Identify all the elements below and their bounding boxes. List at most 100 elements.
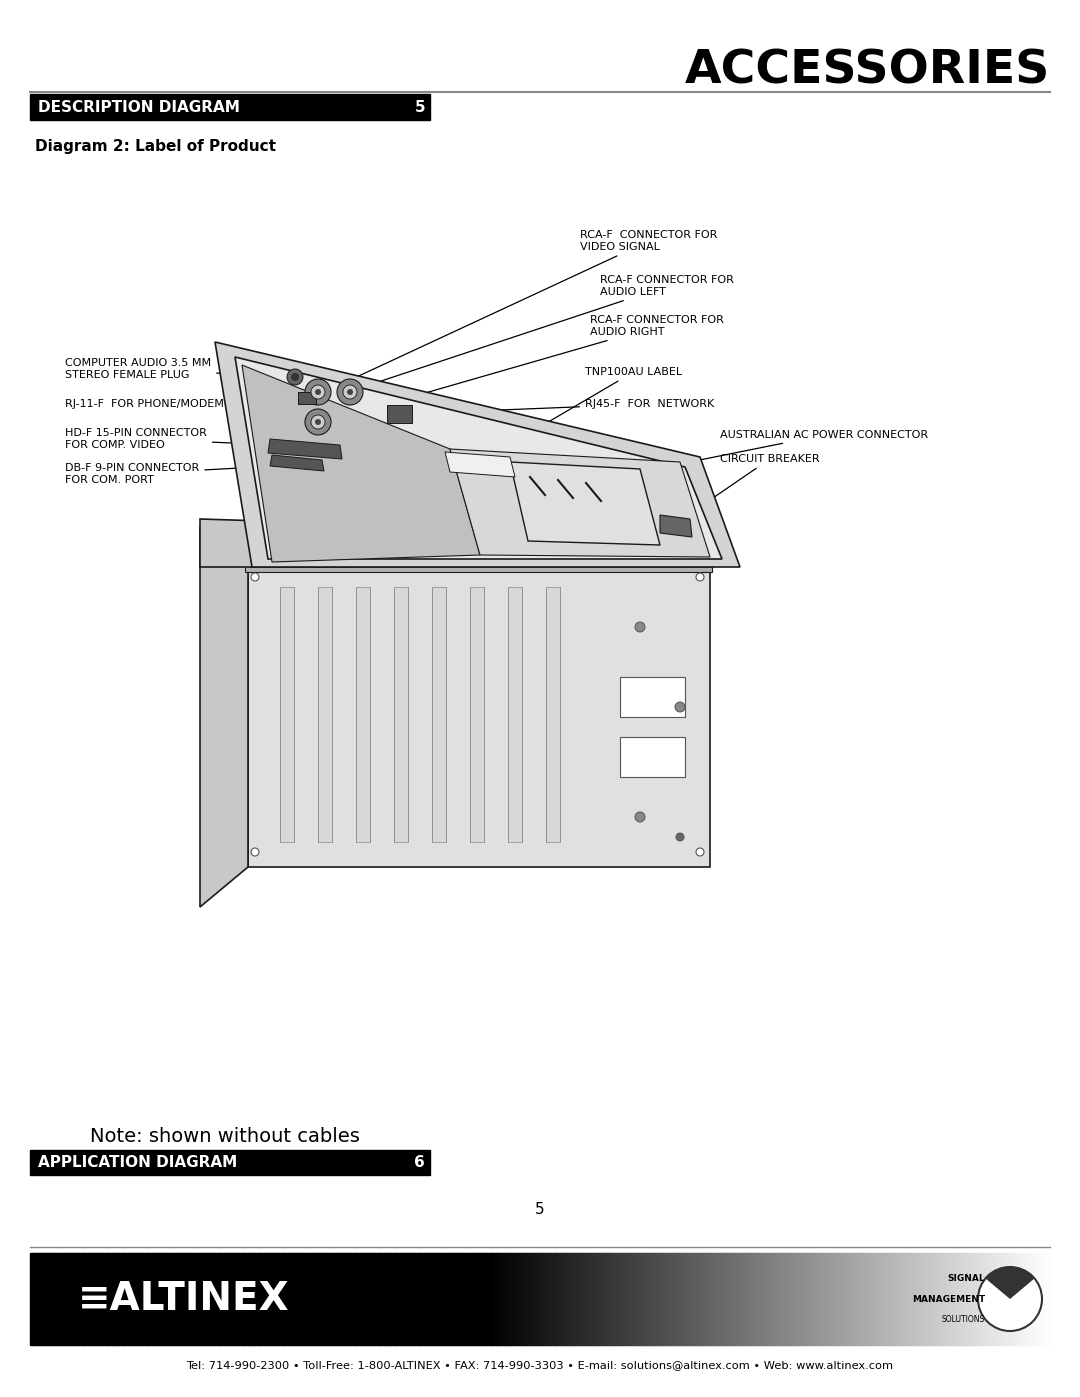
Bar	[432, 587, 446, 842]
Bar	[81, 1253, 85, 1345]
Bar	[315, 1253, 320, 1345]
Bar	[67, 1253, 71, 1345]
Bar	[132, 1253, 136, 1345]
Bar	[591, 1253, 595, 1345]
Bar	[224, 1253, 228, 1345]
Text: Tel: 714-990-2300 • Toll-Free: 1-800-ALTINEX • FAX: 714-990-3303 • E-mail: solut: Tel: 714-990-2300 • Toll-Free: 1-800-ALT…	[187, 1361, 893, 1370]
Circle shape	[696, 573, 704, 581]
Bar	[60, 1253, 65, 1345]
Bar	[231, 1253, 235, 1345]
Bar	[91, 1253, 96, 1345]
Circle shape	[337, 379, 363, 405]
Text: RJ45-F  FOR  NETWORK: RJ45-F FOR NETWORK	[403, 400, 714, 414]
Bar	[470, 587, 484, 842]
Bar	[972, 1253, 976, 1345]
Bar	[206, 1253, 212, 1345]
Bar	[822, 1253, 826, 1345]
Bar	[966, 1253, 970, 1345]
Bar	[51, 1253, 55, 1345]
Bar	[442, 1253, 446, 1345]
Bar	[615, 1253, 619, 1345]
Bar	[642, 1253, 647, 1345]
Bar	[135, 1253, 139, 1345]
Polygon shape	[445, 453, 515, 476]
Bar	[241, 1253, 245, 1345]
Bar	[95, 1253, 99, 1345]
Bar	[318, 587, 332, 842]
Bar	[125, 1253, 130, 1345]
Bar	[904, 1253, 908, 1345]
Bar	[710, 1253, 714, 1345]
Bar	[469, 1253, 473, 1345]
Bar	[496, 1253, 500, 1345]
Bar	[33, 1253, 38, 1345]
Bar	[999, 1253, 1003, 1345]
Bar	[211, 1253, 215, 1345]
Circle shape	[635, 622, 645, 631]
Bar	[937, 1253, 942, 1345]
Circle shape	[343, 386, 357, 400]
Text: ≡ALTINEX: ≡ALTINEX	[78, 1280, 289, 1317]
Bar	[502, 1253, 507, 1345]
Bar	[363, 1253, 367, 1345]
Bar	[170, 1253, 174, 1345]
Bar	[975, 1253, 980, 1345]
Bar	[570, 1253, 575, 1345]
Bar	[550, 1253, 555, 1345]
Bar	[720, 1253, 725, 1345]
Bar	[598, 1253, 603, 1345]
Polygon shape	[270, 455, 324, 471]
Bar	[697, 1253, 701, 1345]
Bar	[662, 1253, 666, 1345]
Bar	[105, 1253, 109, 1345]
Bar	[1009, 1253, 1014, 1345]
Bar	[958, 1253, 962, 1345]
Bar	[78, 1253, 82, 1345]
Polygon shape	[245, 562, 712, 571]
Circle shape	[311, 386, 325, 400]
Bar	[724, 1253, 728, 1345]
Bar	[989, 1253, 994, 1345]
Bar	[374, 1253, 378, 1345]
Bar	[71, 1253, 76, 1345]
Bar	[410, 1253, 415, 1345]
Bar	[482, 1253, 487, 1345]
Bar	[510, 1253, 514, 1345]
Bar	[546, 587, 561, 842]
Bar	[874, 1253, 878, 1345]
Bar	[339, 1253, 343, 1345]
Bar	[342, 1253, 347, 1345]
Bar	[102, 1253, 106, 1345]
Bar	[785, 1253, 789, 1345]
Text: Diagram 2: Label of Product: Diagram 2: Label of Product	[35, 138, 276, 154]
Bar	[978, 1253, 983, 1345]
Bar	[561, 1253, 565, 1345]
Bar	[741, 1253, 745, 1345]
Bar	[1043, 1253, 1048, 1345]
Bar	[163, 1253, 167, 1345]
Bar	[629, 1253, 633, 1345]
Bar	[265, 1253, 269, 1345]
Bar	[649, 1253, 653, 1345]
Bar	[458, 1253, 463, 1345]
Bar	[768, 1253, 772, 1345]
Bar	[247, 1253, 252, 1345]
Bar	[907, 1253, 912, 1345]
Bar	[945, 1253, 949, 1345]
Bar	[856, 1253, 861, 1345]
Bar	[84, 1253, 89, 1345]
Bar	[1020, 1253, 1024, 1345]
Bar	[261, 1253, 266, 1345]
Bar	[646, 1253, 650, 1345]
Circle shape	[635, 812, 645, 821]
Circle shape	[311, 415, 325, 429]
Bar	[431, 1253, 435, 1345]
Circle shape	[696, 848, 704, 856]
Bar	[788, 1253, 793, 1345]
Bar	[323, 1253, 327, 1345]
Bar	[625, 1253, 630, 1345]
Bar	[285, 1253, 289, 1345]
Bar	[190, 1253, 194, 1345]
Bar	[516, 1253, 521, 1345]
Bar	[819, 1253, 823, 1345]
